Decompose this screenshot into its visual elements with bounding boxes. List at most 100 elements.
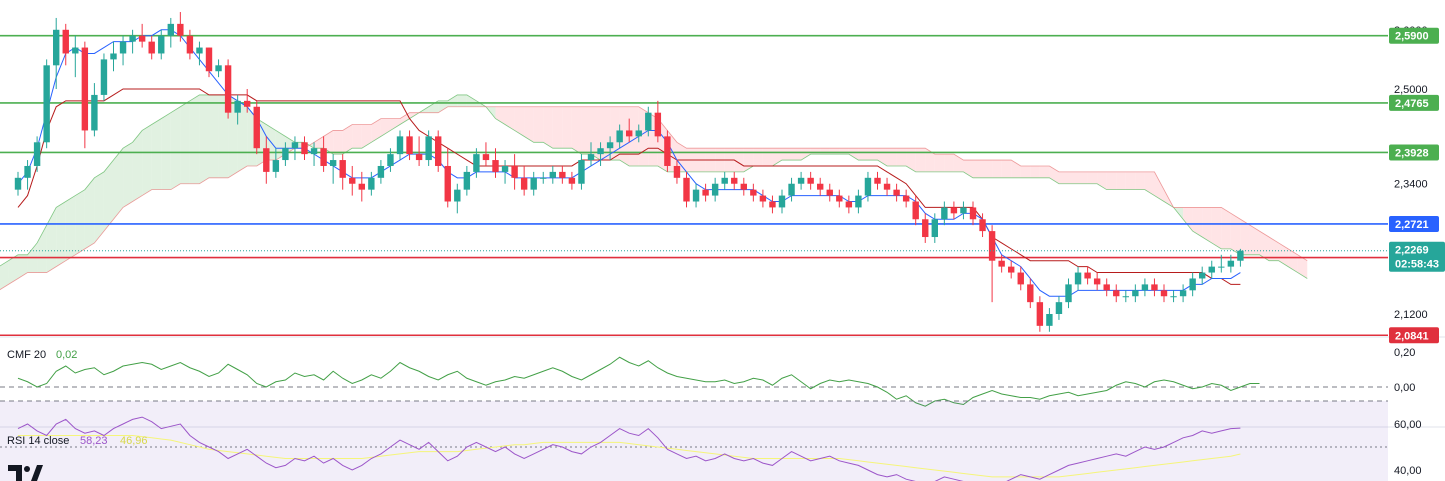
candle-body xyxy=(969,207,977,220)
ichimoku-cloud xyxy=(0,94,1308,291)
candle-body xyxy=(81,47,89,131)
candle-body xyxy=(587,154,595,161)
candle-up xyxy=(368,171,375,196)
candle-down xyxy=(511,154,518,190)
cloud-segment-bearish xyxy=(1183,207,1193,232)
cloud-segment-bearish xyxy=(1221,207,1231,249)
candle-body xyxy=(482,154,490,161)
candle-body xyxy=(616,130,623,143)
candle-up xyxy=(129,29,136,54)
candle-body xyxy=(1189,278,1196,291)
level-price-tag: 2,2721 xyxy=(1389,215,1439,232)
level-price-tag: 2,0841 xyxy=(1389,327,1439,344)
candle-down xyxy=(893,183,900,202)
cloud-segment-bullish xyxy=(18,254,28,279)
candle-body xyxy=(158,35,165,54)
tradingview-logo-icon xyxy=(8,465,43,481)
candle-up xyxy=(1046,308,1053,332)
candle-down xyxy=(253,100,260,155)
senkou-span-b-line xyxy=(0,106,1308,291)
candle-body xyxy=(1065,284,1072,303)
level-tag-label: 2,3928 xyxy=(1395,147,1429,159)
candle-body xyxy=(1160,290,1168,297)
cloud-segment-bearish xyxy=(533,106,544,143)
candle-down xyxy=(568,171,576,190)
candle-down xyxy=(902,189,910,208)
candle-up xyxy=(110,41,117,72)
candle-up xyxy=(1141,278,1149,297)
price-axis[interactable]: 2,60002,50002,40002,34002,28002,12002,59… xyxy=(1389,25,1445,477)
candle-up xyxy=(931,213,938,243)
candle-down xyxy=(138,23,146,48)
cloud-segment-bearish xyxy=(906,148,916,172)
candle-down xyxy=(62,23,69,66)
last-price-tag: 2,2269 02:58:43 xyxy=(1389,241,1445,272)
candle-body xyxy=(1179,290,1187,297)
candle-down xyxy=(702,183,709,202)
candle-up xyxy=(43,59,50,149)
candle-up xyxy=(501,160,509,184)
cloud-segment-bearish xyxy=(361,124,372,149)
cloud-segment-bearish xyxy=(915,148,926,172)
cloud-segment-bearish xyxy=(514,106,525,137)
candle-up xyxy=(119,35,127,66)
candle-down xyxy=(874,171,881,190)
rsi-ma-line xyxy=(18,435,1241,478)
cmf-line xyxy=(17,356,1260,407)
candle-body xyxy=(349,177,356,184)
candle-up xyxy=(310,142,318,166)
candle-down xyxy=(406,130,413,161)
candle-body xyxy=(1132,290,1139,297)
kijun-sen-line xyxy=(17,88,1241,285)
candle-down xyxy=(186,29,194,60)
candle-up xyxy=(282,142,289,166)
candle-up xyxy=(635,124,642,143)
candle-up xyxy=(960,201,967,220)
price-tick-label: 2,3400 xyxy=(1394,179,1428,191)
candle-down xyxy=(148,35,155,60)
candle-down xyxy=(301,136,308,161)
candle-up xyxy=(454,183,461,214)
candle-body xyxy=(425,136,432,161)
candle-body xyxy=(205,47,213,72)
candle-down xyxy=(520,165,528,196)
candle-up xyxy=(234,94,241,125)
level-price-tag: 2,3928 xyxy=(1389,144,1439,161)
level-tag-bg xyxy=(1389,144,1439,161)
cloud-segment-bearish xyxy=(1001,160,1012,178)
candle-down xyxy=(673,160,681,184)
candle-down xyxy=(750,183,757,202)
candle-body xyxy=(320,148,327,166)
candle-up xyxy=(530,171,537,196)
candle-body xyxy=(272,160,280,172)
candle-body xyxy=(253,106,260,149)
main-pane[interactable] xyxy=(0,12,1388,337)
cloud-segment-bullish xyxy=(84,177,95,249)
cloud-segment-bullish xyxy=(447,94,458,107)
candle-up xyxy=(396,130,404,161)
candle-up xyxy=(158,29,165,60)
candle-up xyxy=(100,53,108,101)
candle-down xyxy=(769,195,776,214)
cloud-segment-bearish xyxy=(1078,171,1088,184)
candle-body xyxy=(1036,302,1044,326)
candle-body xyxy=(635,130,642,137)
candle-up xyxy=(1055,296,1063,320)
candle-body xyxy=(501,165,509,172)
cloud-segment-bullish xyxy=(94,171,104,243)
cloud-segment-bullish xyxy=(237,100,248,172)
cmf-pane[interactable]: CMF 20 0,02 xyxy=(0,349,1388,407)
cloud-segment-bearish xyxy=(753,148,763,166)
candle-body xyxy=(329,160,337,166)
rsi-pane[interactable]: RSI 14 close 58,23 46,96 xyxy=(0,400,1388,481)
rsi-legend-value: 58,23 xyxy=(80,435,108,447)
cloud-segment-bearish xyxy=(973,160,983,178)
candle-body xyxy=(902,195,910,202)
candle-body xyxy=(310,148,318,155)
price-tick-label: 2,5000 xyxy=(1394,84,1428,96)
candle-body xyxy=(444,165,451,202)
cloud-segment-bearish xyxy=(992,160,1002,178)
candle-body xyxy=(415,154,423,161)
candle-body xyxy=(864,177,872,196)
